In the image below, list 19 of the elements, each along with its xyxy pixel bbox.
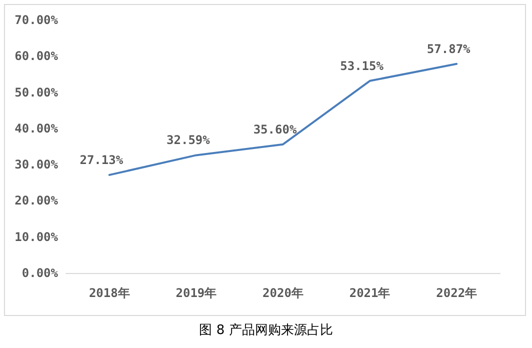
x-tick-label: 2022年 — [436, 286, 478, 300]
data-label: 32.59% — [166, 133, 211, 148]
data-label: 57.87% — [426, 42, 472, 56]
y-tick-label: 20.00% — [14, 194, 59, 208]
y-tick-label: 10.00% — [14, 230, 59, 244]
y-tick-label: 70.00% — [14, 13, 59, 27]
x-tick-label: 2018年 — [88, 286, 130, 300]
data-label: 53.15% — [340, 58, 384, 73]
y-tick-label: 30.00% — [14, 158, 59, 172]
x-tick-label: 2019年 — [176, 286, 217, 300]
x-tick-label: 2021年 — [349, 286, 390, 300]
y-tick-label: 40.00% — [14, 121, 59, 136]
y-tick-label: 60.00% — [14, 49, 59, 64]
x-tick-label: 2020年 — [262, 286, 304, 300]
y-tick-label: 0.00% — [22, 266, 59, 280]
data-label: 27.13% — [80, 152, 124, 167]
y-tick-label: 50.00% — [14, 85, 59, 100]
text: 图 8 产品网购来源占比 — [199, 323, 333, 338]
data-label: 35.60% — [253, 122, 298, 136]
